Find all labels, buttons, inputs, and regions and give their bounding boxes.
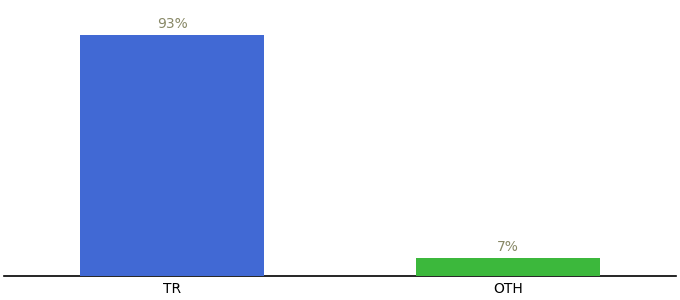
Bar <box>80 35 265 276</box>
Text: 93%: 93% <box>156 17 188 32</box>
Text: 7%: 7% <box>497 240 519 254</box>
Bar <box>415 258 600 276</box>
